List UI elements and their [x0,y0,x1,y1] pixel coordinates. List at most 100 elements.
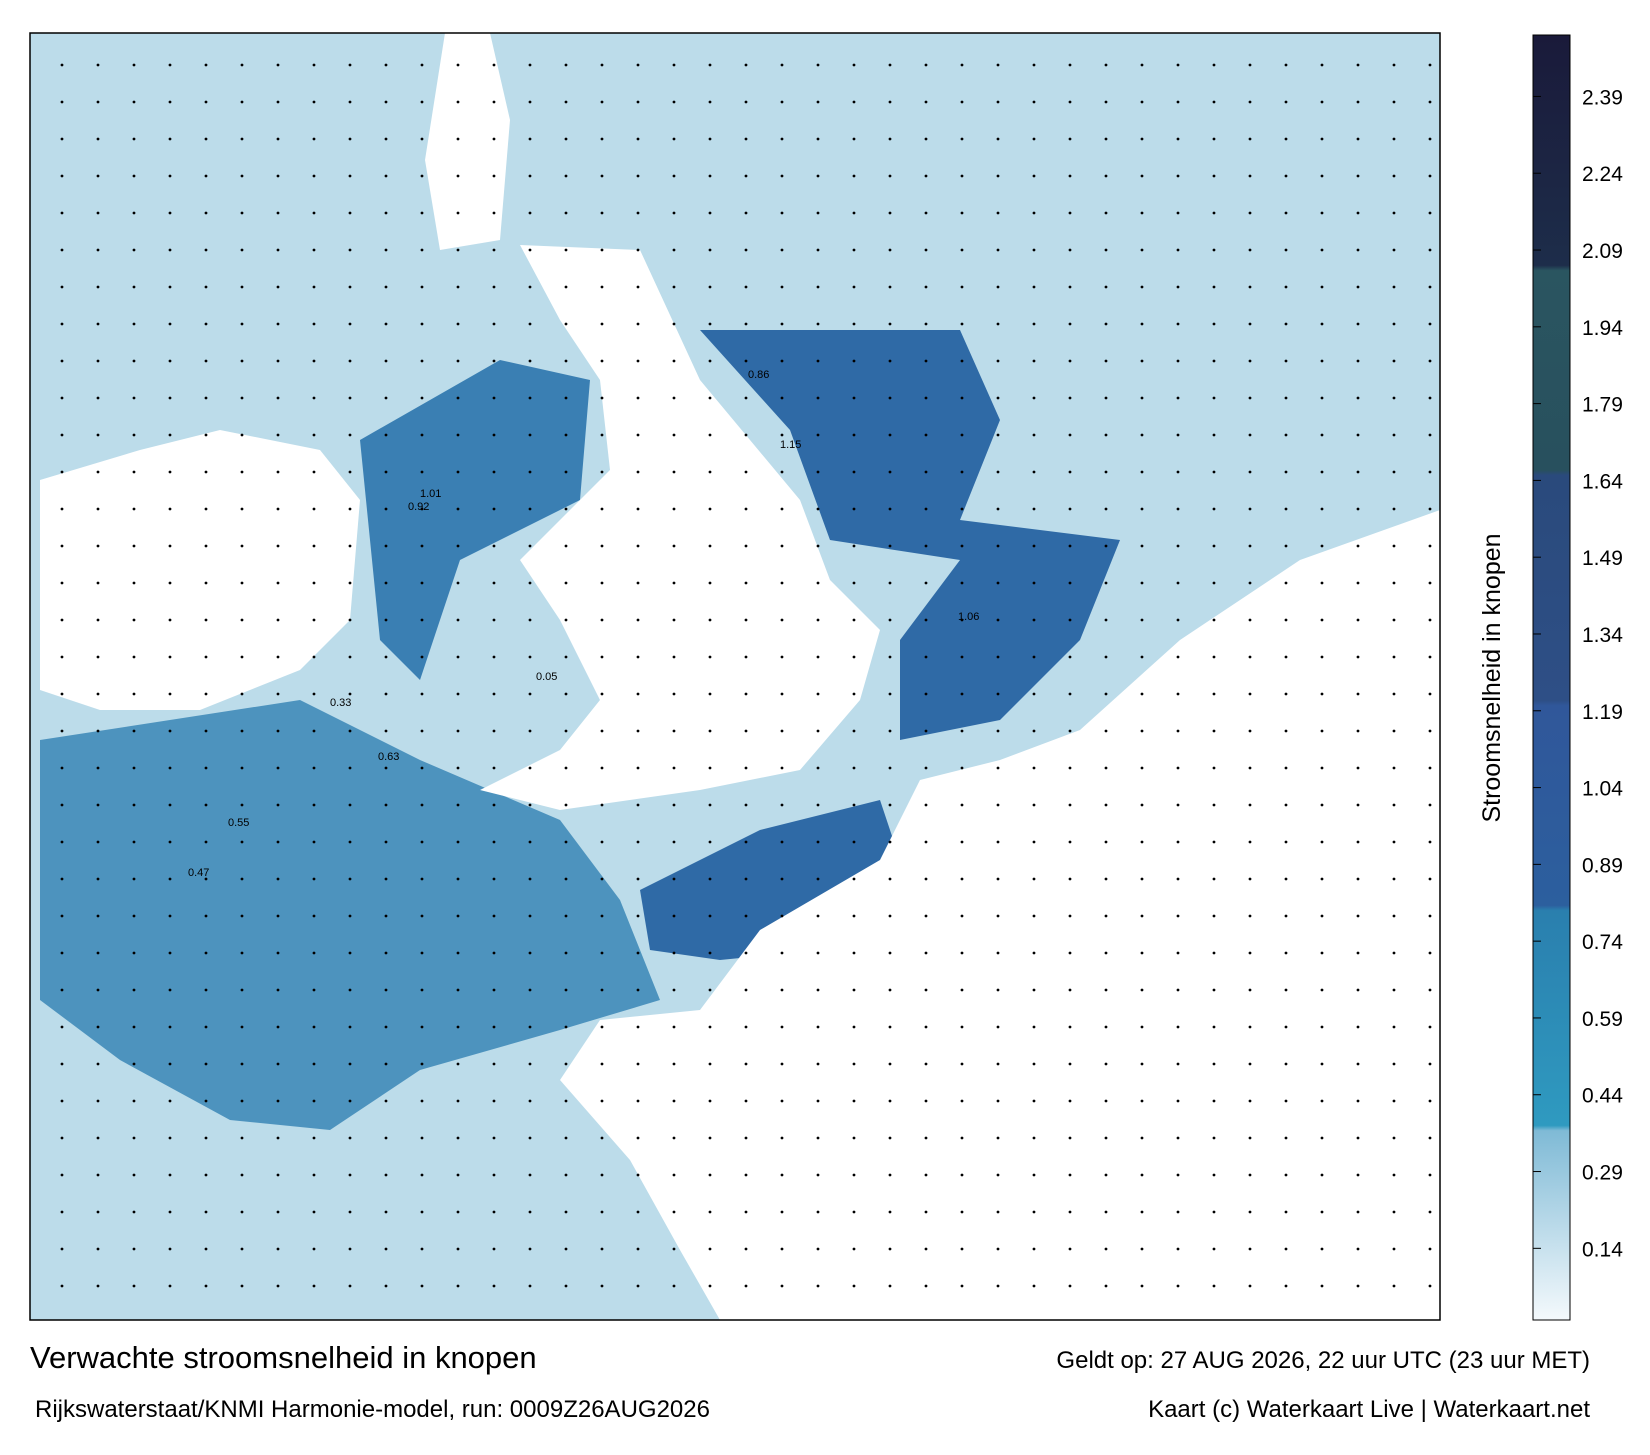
arrow-dot [348,803,352,807]
arrow-dot [132,581,136,585]
arrow-dot [1284,914,1288,918]
arrow-dot [132,1210,136,1214]
arrow-dot [456,1062,460,1066]
arrow-dot [780,951,784,955]
arrow-dot [744,914,748,918]
arrow-dot [1284,840,1288,844]
arrow-dot [996,396,1000,400]
arrow-dot [1392,1247,1396,1251]
arrow-dot [1104,729,1108,733]
arrow-dot [96,1025,100,1029]
arrow-dot [636,1099,640,1103]
arrow-dot [708,951,712,955]
arrow-dot [636,211,640,215]
arrow-dot [420,655,424,659]
arrow-dot [816,951,820,955]
arrow-dot [456,618,460,622]
arrow-dot [852,1247,856,1251]
arrow-dot [708,433,712,437]
arrow-dot [996,1173,1000,1177]
value-labels: 0.86 1.15 1.010.92 1.06 0.63 0.55 0.47 0.33 0.05 [188,369,979,879]
arrow-dot [1248,1099,1252,1103]
arrow-dot [276,692,280,696]
arrow-dot [996,1247,1000,1251]
arrow-dot [1356,544,1360,548]
arrow-dot [672,1062,676,1066]
arrow-dot [492,1099,496,1103]
arrow-dot [1176,1247,1180,1251]
arrow-dot [1284,211,1288,215]
arrow-dot [1032,766,1036,770]
arrow-dot [456,285,460,289]
arrow-dot [888,359,892,363]
arrow-dot [348,1210,352,1214]
arrow-dot [708,914,712,918]
arrow-dot [636,137,640,141]
arrow-dot [348,359,352,363]
arrow-dot [492,1025,496,1029]
arrow-dot [1068,1173,1072,1177]
arrow-dot [1392,655,1396,659]
arrow-dot [1140,470,1144,474]
arrow-dot [456,951,460,955]
arrow-dot [1284,544,1288,548]
arrow-dot [1248,507,1252,511]
arrow-dot [168,433,172,437]
arrow-dot [1392,1136,1396,1140]
arrow-dot [564,729,568,733]
arrow-dot [1356,1062,1360,1066]
arrow-dot [1032,63,1036,67]
arrow-dot [1068,174,1072,178]
arrow-dot [636,1284,640,1288]
arrow-dot [960,877,964,881]
arrow-dot [564,618,568,622]
arrow-dot [708,840,712,844]
arrow-dot [888,285,892,289]
arrow-dot [60,840,64,844]
arrow-dot [420,1025,424,1029]
arrow-dot [1104,285,1108,289]
arrow-dot [600,766,604,770]
arrow-dot [960,137,964,141]
value-label: 0.55 [228,817,249,829]
arrow-dot [60,951,64,955]
arrow-dot [240,1210,244,1214]
arrow-dot [924,803,928,807]
arrow-dot [1176,840,1180,844]
arrow-dot [1248,63,1252,67]
arrow-dot [492,988,496,992]
arrow-dot [600,988,604,992]
arrow-dot [744,692,748,696]
arrow-dot [780,1136,784,1140]
arrow-dot [132,988,136,992]
arrow-dot [528,174,532,178]
arrow-dot [1104,581,1108,585]
arrow-dot [708,285,712,289]
arrow-dot [492,581,496,585]
arrow-dot [744,396,748,400]
arrow-dot [1320,1136,1324,1140]
arrow-dot [672,1210,676,1214]
arrow-dot [204,285,208,289]
arrow-dot [996,766,1000,770]
arrow-dot [996,951,1000,955]
arrow-dot [636,840,640,844]
arrow-dot [384,174,388,178]
arrow-dot [1428,692,1432,696]
arrow-dot [996,285,1000,289]
arrow-dot [708,470,712,474]
arrow-dot [1104,1173,1108,1177]
arrow-dot [348,322,352,326]
arrow-dot [1356,1210,1360,1214]
arrow-dot [1428,100,1432,104]
arrow-dot [960,914,964,918]
arrow-dot [564,507,568,511]
arrow-dot [1320,988,1324,992]
arrow-dot [528,988,532,992]
valid-time: Geldt op: 27 AUG 2026, 22 uur UTC (23 uu… [1056,1347,1590,1374]
arrow-dot [168,544,172,548]
arrow-dot [1428,618,1432,622]
arrow-dot [276,359,280,363]
arrow-dot [240,1247,244,1251]
